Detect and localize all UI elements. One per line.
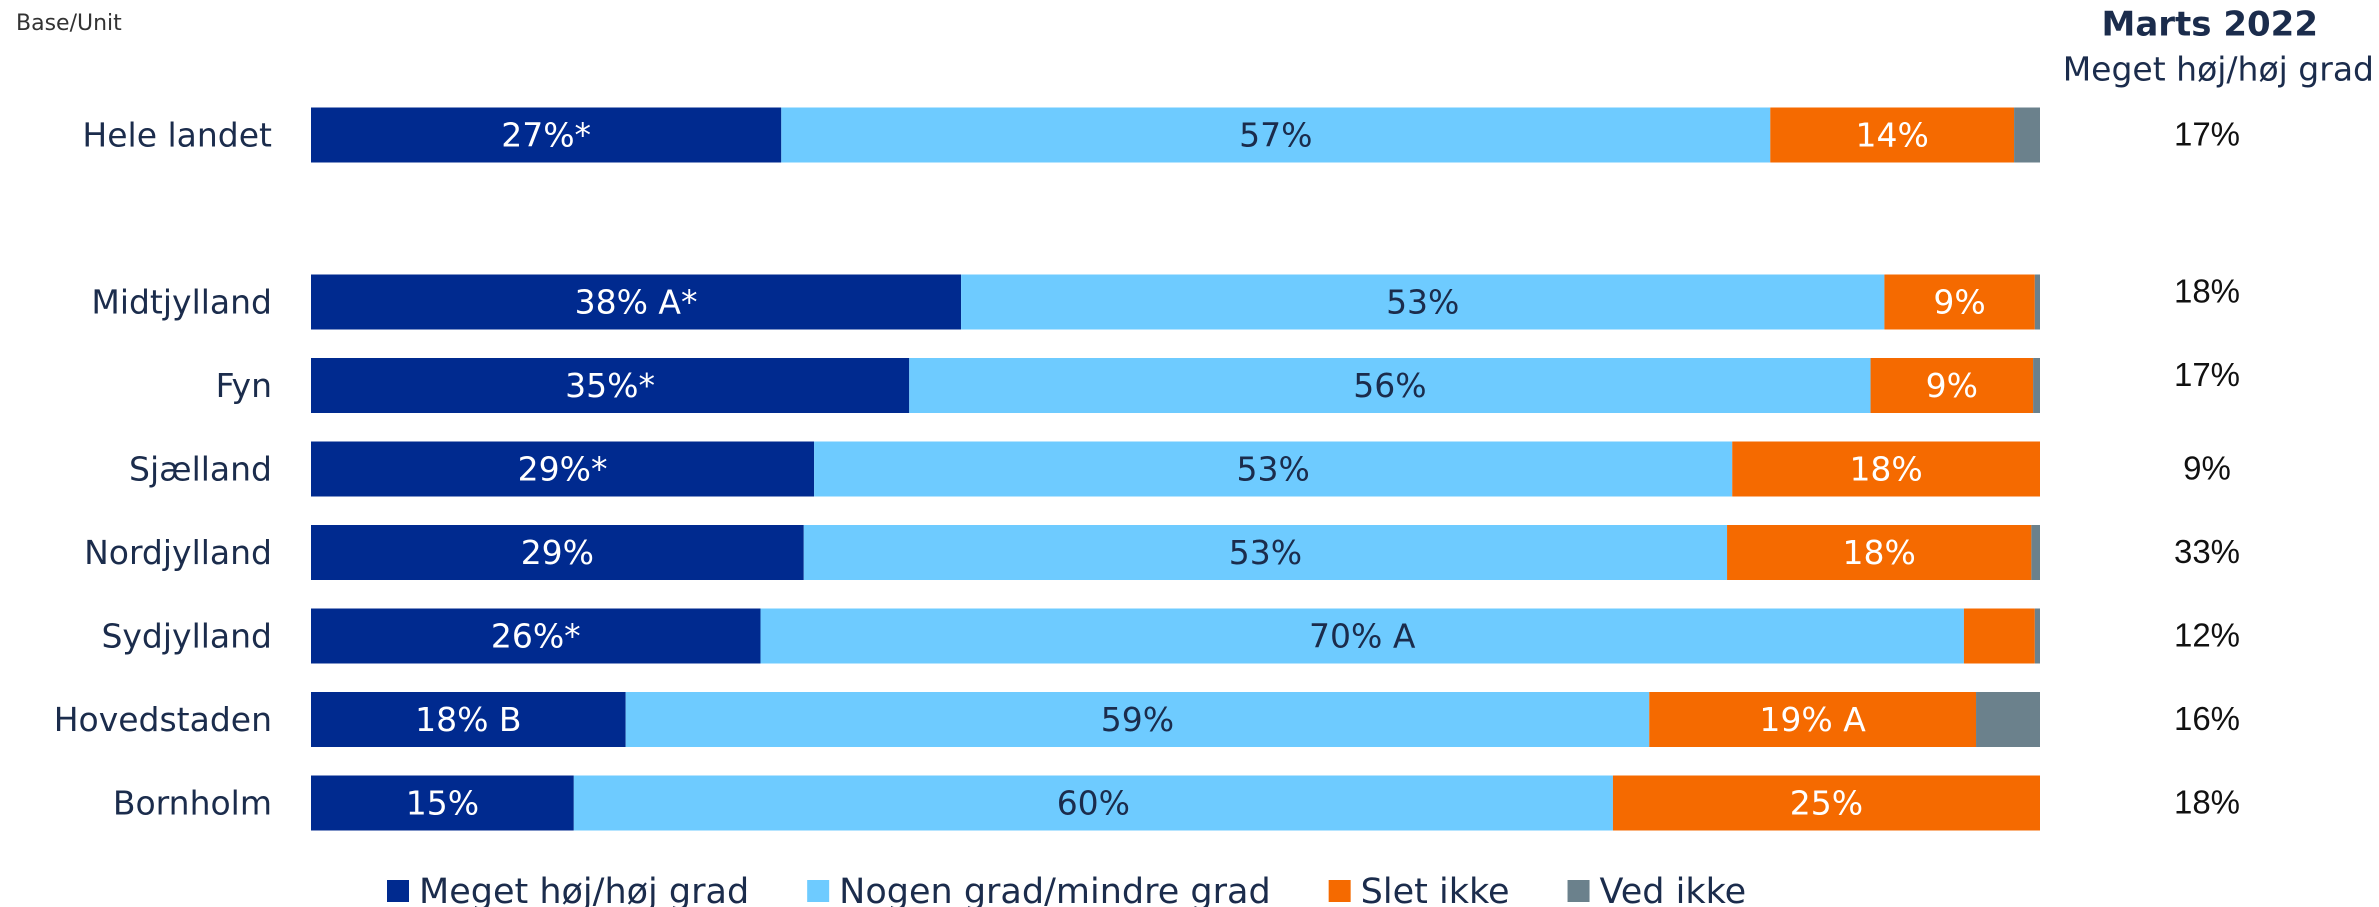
bar-segment (311, 608, 761, 664)
value-label: 60% (1057, 784, 1130, 823)
bar-segment (311, 441, 815, 497)
value-label: 18% (1843, 533, 1916, 572)
value-label: 15% (406, 784, 479, 823)
value-label: 59% (1101, 700, 1174, 739)
value-label: 19% A (1759, 700, 1866, 739)
value-label: 18% B (415, 700, 521, 739)
bar-segment (311, 107, 782, 163)
side-value: 18% (2174, 784, 2240, 821)
value-label: 25% (1790, 784, 1863, 823)
category-label: Nordjylland (84, 533, 272, 572)
category-label: Sjælland (129, 450, 272, 489)
bar-segment (803, 525, 1728, 580)
category-label: Hele landet (82, 116, 272, 155)
bar-segment (625, 692, 1650, 747)
bar-segment (311, 274, 962, 330)
value-label: 57% (1239, 116, 1312, 155)
bar-segment (1884, 274, 2035, 330)
bar-segment (2031, 525, 2040, 580)
category-label: Sydjylland (101, 617, 272, 656)
legend-swatch (807, 880, 830, 902)
value-label: 14% (1855, 116, 1928, 155)
bar-segment (2034, 608, 2040, 664)
bar-segment (311, 358, 910, 413)
bar-segment (1612, 775, 2040, 831)
bar-segment (760, 608, 1964, 664)
bar-segment (1770, 107, 2015, 163)
bar-segment (2014, 107, 2040, 163)
bar-segment (573, 775, 1613, 831)
category-label: Midtjylland (91, 283, 272, 322)
legend-swatch (1567, 880, 1590, 902)
bar-segment (311, 775, 574, 831)
value-label: 35%* (565, 366, 655, 405)
value-label: 70% A (1309, 617, 1416, 656)
value-label: 26%* (491, 617, 581, 656)
value-label: 56% (1353, 366, 1426, 405)
side-subtitle: Meget høj/høj grad (2063, 50, 2374, 89)
bar-segment (1976, 692, 2040, 747)
bar-segment (961, 274, 1885, 330)
base-unit: Base/Unit (16, 11, 122, 36)
value-label: 29% (521, 533, 594, 572)
legend-label: Meget høj/høj grad (419, 872, 749, 907)
category-label: Hovedstaden (54, 700, 272, 739)
value-label: 53% (1386, 283, 1459, 322)
bar-segment (814, 441, 1733, 497)
value-label: 53% (1229, 533, 1302, 572)
value-label: 27%* (501, 116, 591, 155)
value-label: 53% (1237, 450, 1310, 489)
category-label: Bornholm (113, 784, 272, 823)
value-label: 9% (1933, 283, 1985, 322)
side-value: 9% (2183, 450, 2231, 487)
bar-segment (311, 692, 626, 747)
side-value: 16% (2174, 700, 2240, 737)
bar-segment (1727, 525, 2032, 580)
side-value: 33% (2174, 533, 2240, 570)
value-label: 9% (1926, 366, 1978, 405)
bar-segment (909, 358, 1871, 413)
bar-segment (1963, 608, 2035, 664)
legend-label: Ved ikke (1600, 872, 1747, 907)
bar-segment (2034, 274, 2040, 330)
legend-label: Slet ikke (1361, 872, 1510, 907)
bar-segment (1870, 358, 2034, 413)
bar-segment (1649, 692, 1977, 747)
bar-segment (311, 525, 804, 580)
value-label: 38% A* (575, 283, 698, 322)
category-label: Fyn (216, 366, 272, 405)
side-value: 17% (2174, 116, 2240, 153)
bar-segment (781, 107, 1771, 163)
side-title: Marts 2022 (2101, 5, 2318, 45)
side-value: 17% (2174, 356, 2240, 393)
side-value: 18% (2174, 273, 2240, 310)
value-label: 29%* (518, 450, 608, 489)
legend-label: Nogen grad/mindre grad (839, 872, 1270, 907)
bar-segment (2033, 358, 2040, 413)
legend-swatch (387, 880, 409, 902)
value-label: 18% (1849, 450, 1922, 489)
legend-swatch (1328, 880, 1351, 902)
bar-segment (1732, 441, 2040, 497)
side-value: 12% (2174, 617, 2240, 654)
